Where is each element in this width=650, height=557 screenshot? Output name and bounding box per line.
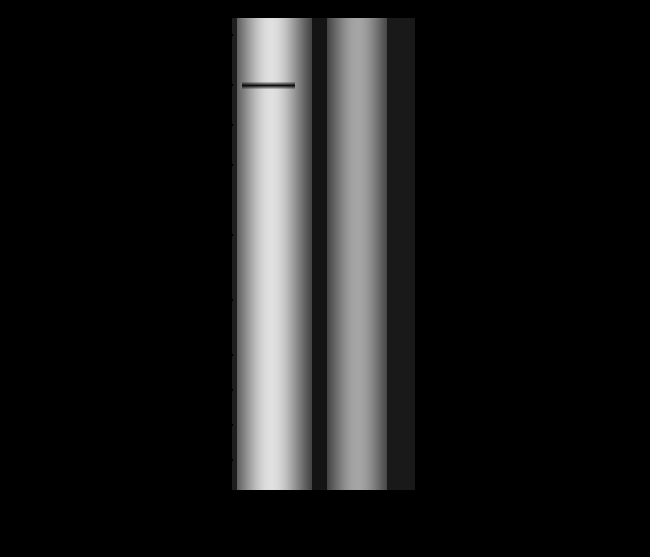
Text: 50: 50 [203,228,220,242]
Text: +: + [358,510,372,528]
Text: 70: 70 [203,159,220,172]
Text: 15: 15 [203,418,220,432]
Text: 20: 20 [203,384,220,397]
Text: 150: 150 [194,79,220,91]
Text: 25: 25 [203,349,220,361]
Text: 250: 250 [194,28,220,42]
Text: 10: 10 [203,453,220,467]
Text: 100: 100 [194,119,220,131]
Text: 35: 35 [203,294,220,306]
Text: –: – [265,510,274,528]
Text: Peptide: Peptide [395,510,461,525]
